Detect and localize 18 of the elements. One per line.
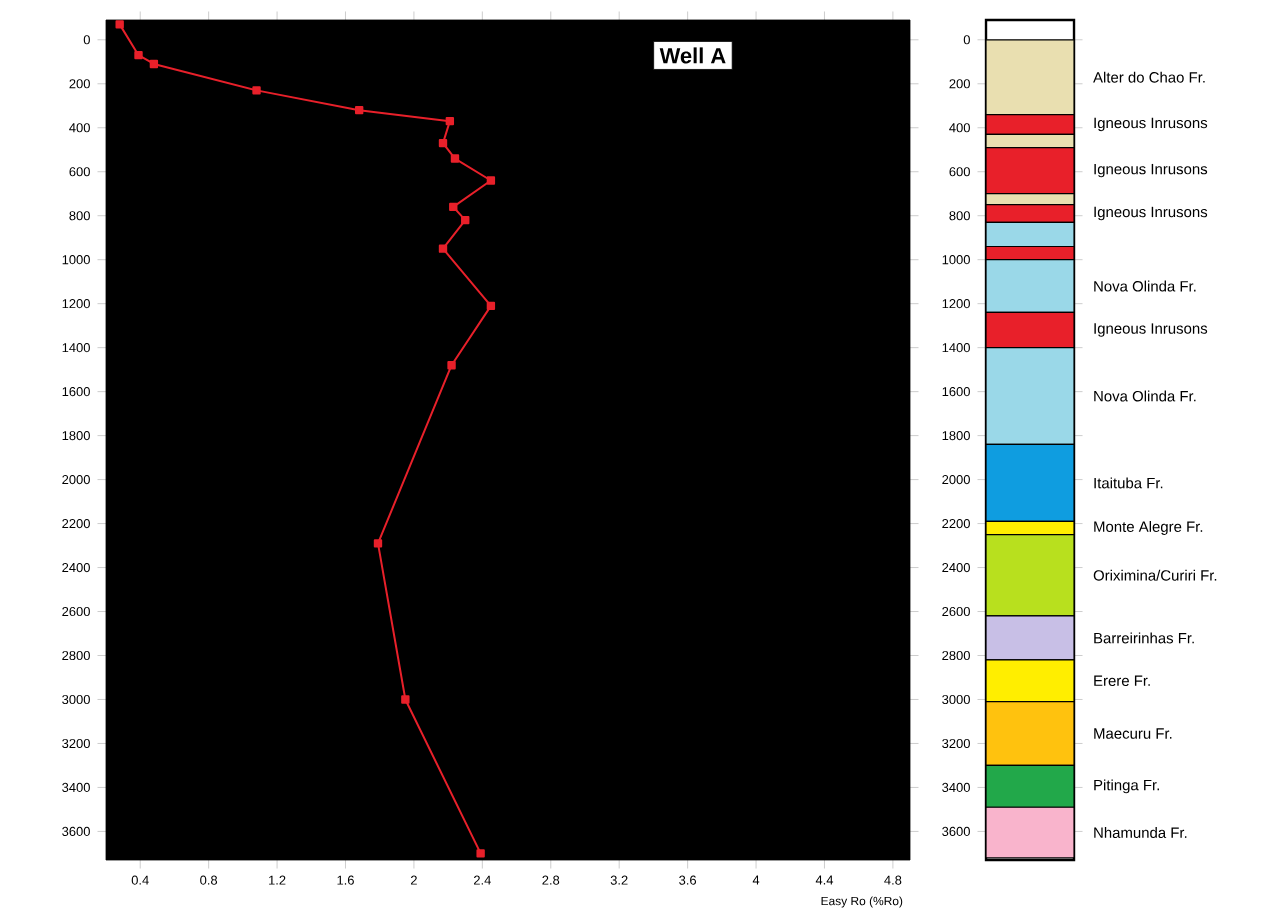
point <box>438 244 448 253</box>
point <box>354 105 364 115</box>
point <box>450 154 460 163</box>
point <box>373 539 383 548</box>
point <box>449 202 458 212</box>
point <box>115 20 124 29</box>
point <box>445 116 455 126</box>
point <box>486 176 496 185</box>
point <box>401 695 410 704</box>
text: Well A <box>659 47 726 64</box>
point <box>461 215 470 225</box>
point <box>252 86 261 95</box>
point <box>486 301 496 311</box>
point <box>149 59 159 69</box>
point <box>134 50 143 60</box>
point <box>438 138 448 148</box>
point <box>476 849 485 858</box>
point <box>447 361 456 370</box>
